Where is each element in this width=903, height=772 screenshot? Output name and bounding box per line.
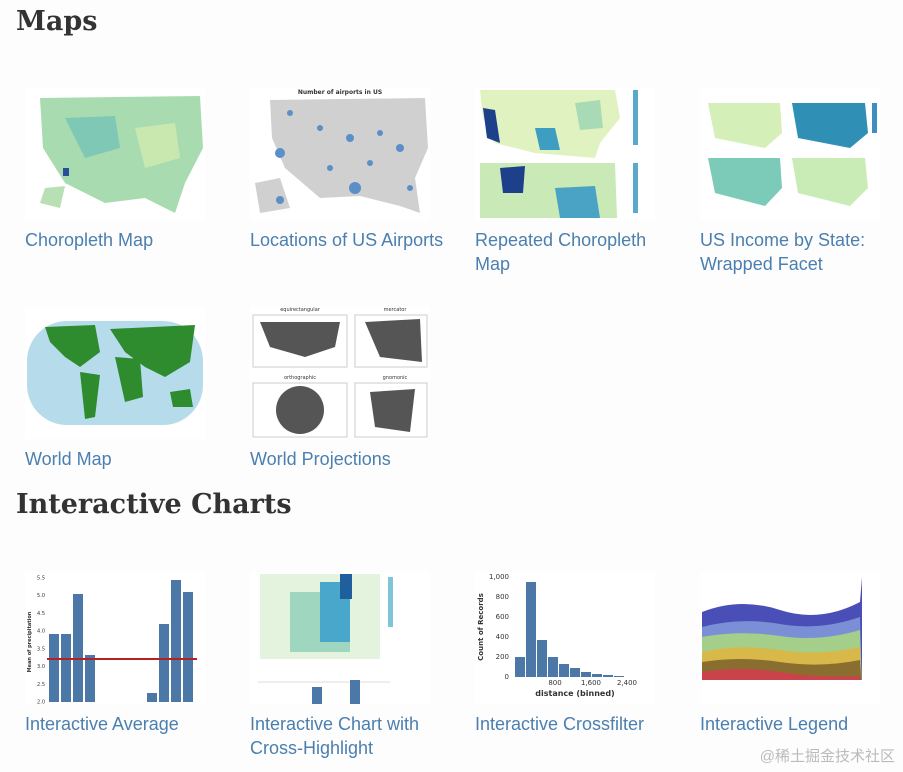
thumbnail-tick-label: 5.0 [37, 593, 45, 599]
thumbnail-tick-label: 3.5 [37, 646, 45, 652]
thumbnail-tick-label: 3.0 [37, 664, 45, 670]
item-link[interactable]: Interactive Legend [700, 714, 849, 734]
section-heading: Interactive Charts [16, 489, 292, 520]
thumbnail[interactable] [475, 88, 655, 220]
gallery-item: Repeated Choropleth Map [475, 88, 680, 276]
thumbnail-tick-label: 800 [496, 593, 509, 601]
thumbnail-axis-title: Count of Records [477, 593, 485, 661]
thumbnail[interactable] [25, 88, 205, 220]
thumbnail[interactable] [250, 572, 430, 704]
item-link[interactable]: World Map [25, 449, 112, 469]
item-link[interactable]: Repeated Choropleth Map [475, 230, 647, 274]
thumbnail-tick-label: 2,400 [617, 679, 637, 687]
item-link[interactable]: Interactive Chart with Cross-Highlight [250, 714, 420, 758]
thumbnail-tick-label: 0 [505, 673, 509, 681]
thumbnail-label: equirectangular [280, 307, 321, 313]
item-link[interactable]: Choropleth Map [25, 230, 154, 250]
thumbnail-label: mercator [384, 307, 408, 313]
thumbnail-axis-title: distance (binned) [535, 689, 614, 698]
item-link[interactable]: World Projections [250, 449, 391, 469]
thumbnail[interactable]: Count of Records distance (binned) 1,000… [475, 572, 655, 704]
thumbnail-tick-label: 800 [548, 679, 561, 687]
thumbnail-tick-label: 1,600 [581, 679, 601, 687]
item-link[interactable]: Interactive Crossfilter [475, 714, 645, 734]
thumbnail-tick-label: 400 [496, 633, 509, 641]
item-link[interactable]: US Income by State: Wrapped Facet [700, 230, 866, 274]
gallery-item: Mean of precipitation 5.5 5.0 4.5 4.0 3.5 3.0… [25, 572, 230, 736]
thumbnail-tick-label: 4.5 [37, 611, 45, 617]
gallery-item: Count of Records distance (binned) 1,000… [475, 572, 680, 736]
thumbnail-title: Number of airports in US [298, 89, 382, 96]
thumbnail-tick-label: 4.0 [37, 629, 45, 635]
gallery-item: Interactive Chart with Cross-Highlight [250, 572, 455, 760]
thumbnail-tick-label: 2.5 [37, 682, 45, 688]
item-link[interactable]: Locations of US Airports [250, 230, 444, 250]
thumbnail[interactable] [700, 88, 880, 220]
gallery-item: Number of airports in US Locations of US… [250, 88, 455, 252]
gallery-item: Choropleth Map [25, 88, 230, 252]
thumbnail[interactable]: Mean of precipitation 5.5 5.0 4.5 4.0 3.5 3.0… [25, 572, 205, 704]
gallery-item: equirectangular mercator orthographic gn… [250, 307, 455, 471]
watermark: @稀土掘金技术社区 [759, 748, 895, 765]
thumbnail[interactable]: equirectangular mercator orthographic gn… [250, 307, 430, 439]
section-heading: Maps [16, 6, 98, 37]
item-link[interactable]: Interactive Average [25, 714, 179, 734]
thumbnail-axis-title: Mean of precipitation [27, 611, 33, 672]
thumbnail[interactable]: Number of airports in US [250, 88, 430, 220]
thumbnail-tick-label: 2.0 [37, 700, 45, 705]
gallery-item: World Map [25, 307, 230, 471]
thumbnail-tick-label: 1,000 [489, 573, 509, 581]
thumbnail-label: gnomonic [383, 375, 408, 381]
thumbnail-label: orthographic [284, 375, 316, 381]
thumbnail-tick-label: 5.5 [37, 576, 45, 582]
thumbnail-tick-label: 200 [496, 653, 509, 661]
thumbnail-tick-label: 600 [496, 613, 509, 621]
thumbnail[interactable] [700, 572, 880, 704]
thumbnail[interactable] [25, 307, 205, 439]
gallery-item: US Income by State: Wrapped Facet [700, 88, 903, 276]
gallery-item: Interactive Legend [700, 572, 903, 736]
